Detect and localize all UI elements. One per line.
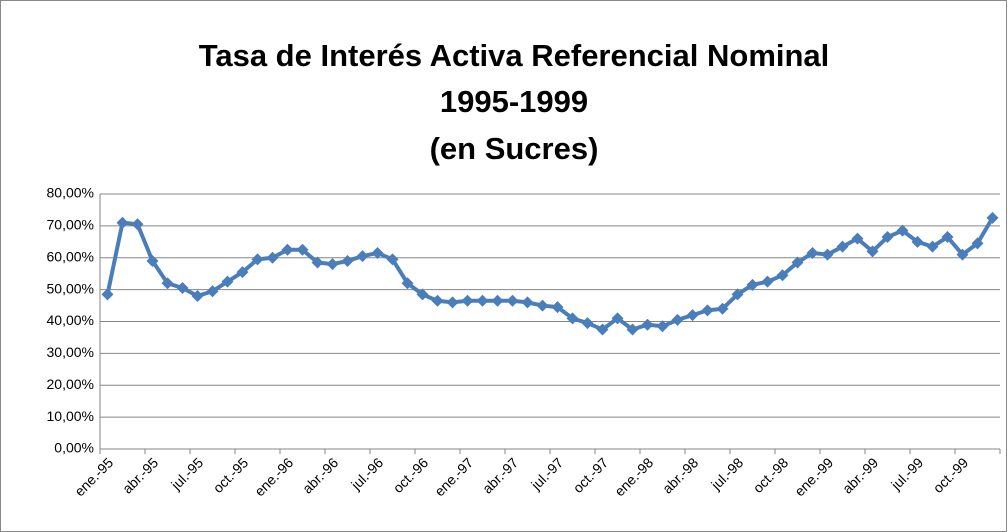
data-point bbox=[581, 317, 594, 330]
data-point bbox=[371, 246, 384, 259]
data-point bbox=[701, 304, 714, 317]
data-point bbox=[341, 254, 354, 267]
data-point bbox=[746, 278, 759, 291]
data-point bbox=[926, 240, 939, 253]
data-point bbox=[401, 277, 414, 290]
y-tick-label: 70,00% bbox=[47, 217, 94, 233]
data-point bbox=[596, 323, 609, 336]
data-point bbox=[131, 218, 144, 231]
data-point bbox=[116, 216, 129, 229]
data-point bbox=[551, 301, 564, 314]
y-tick-label: 80,00% bbox=[47, 185, 94, 201]
data-point bbox=[251, 253, 264, 266]
data-point bbox=[221, 275, 234, 288]
y-tick-label: 40,00% bbox=[47, 312, 94, 328]
data-point bbox=[461, 294, 474, 307]
data-point bbox=[566, 312, 579, 325]
data-point bbox=[356, 250, 369, 263]
data-point bbox=[881, 231, 894, 244]
data-point bbox=[896, 224, 909, 237]
data-point bbox=[971, 237, 984, 250]
data-point bbox=[761, 275, 774, 288]
data-point bbox=[536, 299, 549, 312]
chart-title: Tasa de Interés Activa Referencial Nomin… bbox=[199, 38, 830, 73]
data-point bbox=[206, 285, 219, 298]
data-point bbox=[506, 294, 519, 307]
y-tick-label: 10,00% bbox=[47, 408, 94, 424]
data-point bbox=[641, 318, 654, 331]
data-point bbox=[836, 240, 849, 253]
data-point bbox=[281, 243, 294, 256]
data-point bbox=[686, 309, 699, 322]
data-point bbox=[296, 243, 309, 256]
data-point bbox=[791, 256, 804, 269]
y-tick-label: 50,00% bbox=[47, 280, 94, 296]
data-point bbox=[446, 296, 459, 309]
data-point bbox=[911, 235, 924, 248]
data-point bbox=[806, 246, 819, 259]
chart-title: 1995-1999 bbox=[440, 84, 588, 119]
y-tick-label: 0,00% bbox=[54, 440, 94, 456]
data-point bbox=[956, 248, 969, 261]
data-point bbox=[266, 251, 279, 264]
data-point bbox=[386, 253, 399, 266]
data-point bbox=[101, 288, 114, 301]
data-point bbox=[191, 290, 204, 302]
data-point bbox=[941, 231, 954, 244]
data-point bbox=[416, 288, 429, 301]
data-point bbox=[476, 294, 489, 307]
data-point bbox=[326, 258, 339, 271]
data-point bbox=[491, 294, 504, 307]
y-tick-label: 20,00% bbox=[47, 376, 94, 392]
data-point bbox=[731, 288, 744, 301]
data-point bbox=[611, 312, 624, 325]
data-point bbox=[431, 294, 444, 307]
data-point bbox=[236, 266, 249, 279]
data-point bbox=[146, 254, 159, 267]
data-point bbox=[866, 245, 879, 258]
data-point bbox=[626, 323, 639, 336]
data-point bbox=[311, 256, 324, 269]
data-point bbox=[986, 211, 999, 224]
data-point bbox=[716, 302, 729, 315]
data-point bbox=[821, 248, 834, 261]
data-point bbox=[656, 320, 669, 333]
data-point bbox=[161, 277, 174, 290]
data-point bbox=[851, 232, 864, 245]
chart-title: (en Sucres) bbox=[430, 131, 599, 166]
data-point bbox=[521, 296, 534, 309]
data-point bbox=[176, 282, 189, 295]
data-point bbox=[671, 313, 684, 326]
data-point bbox=[776, 269, 789, 282]
y-tick-label: 60,00% bbox=[47, 248, 94, 264]
y-tick-label: 30,00% bbox=[47, 344, 94, 360]
